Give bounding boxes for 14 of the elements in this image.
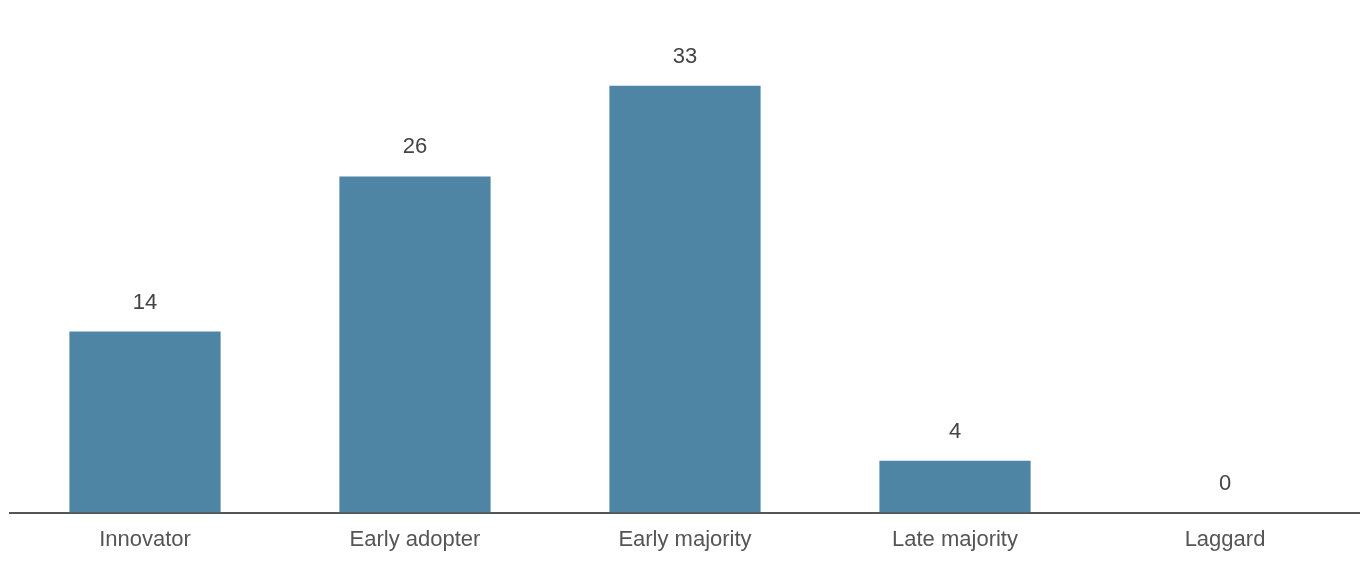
x-tick-label: Late majority [892,525,1018,551]
x-tick-label: Laggard [1184,525,1266,551]
x-tick-label: Early majority [618,525,752,551]
data-label: 33 [672,42,698,68]
x-tick-label: Innovator [99,525,191,551]
bar [609,85,761,513]
data-label: 0 [1218,469,1232,495]
data-label: 4 [948,417,962,443]
bar [879,460,1031,513]
bar [339,176,491,513]
bar [69,331,221,513]
data-label: 26 [402,133,428,159]
data-label: 14 [132,288,158,314]
x-tick-label: Early adopter [349,525,481,551]
